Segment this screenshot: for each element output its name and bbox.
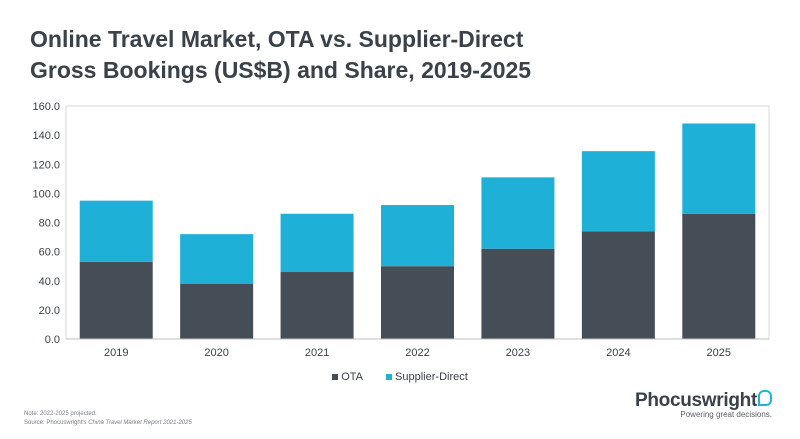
x-tick-label: 2022 [405, 347, 429, 359]
y-tick-label: 0.0 [45, 334, 60, 346]
legend-swatch-ota [332, 374, 339, 381]
y-tick-label: 60.0 [39, 247, 60, 259]
bar-supplier-direct [79, 200, 153, 262]
bar-ota [79, 261, 153, 339]
x-tick-label: 2025 [707, 347, 731, 359]
y-tick-label: 40.0 [39, 276, 60, 288]
bar-ota [481, 248, 555, 339]
bar-supplier-direct [581, 151, 655, 232]
bar-ota [280, 272, 354, 339]
bar-supplier-direct [280, 213, 354, 273]
bar-supplier-direct [180, 234, 254, 284]
bar-supplier-direct [381, 205, 454, 267]
y-tick-label: 100.0 [32, 188, 60, 200]
footnote-source-prefix: Source: Phocuswright's [24, 420, 89, 426]
chart-title: Online Travel Market, OTA vs. Supplier-D… [30, 24, 531, 86]
x-tick-label: 2020 [204, 347, 228, 359]
y-tick-label: 120.0 [32, 159, 60, 171]
bar-supplier-direct [481, 177, 555, 249]
y-tick-label: 160.0 [32, 101, 60, 113]
x-tick-label: 2019 [104, 347, 128, 359]
y-tick-label: 20.0 [39, 305, 60, 317]
legend-item-supplier-direct: Supplier-Direct [386, 371, 468, 383]
footnote-source: Source: Phocuswright's China Travel Mark… [24, 419, 192, 428]
brand-tagline: Powering great decisions. [680, 410, 772, 419]
bar-ota [581, 231, 655, 339]
bar-supplier-direct [682, 123, 756, 214]
legend-item-ota: OTA [332, 371, 363, 383]
bar-ota [381, 266, 454, 339]
footnote-note: Note: 2022-2025 projected. [24, 411, 97, 417]
chart-legend: OTA Supplier-Direct [0, 371, 800, 383]
legend-label-ota: OTA [341, 371, 363, 383]
brand-logo: Phocuswright Powering great decisions. [635, 390, 772, 419]
legend-swatch-supplier-direct [386, 374, 393, 381]
bar-ota [180, 283, 254, 339]
x-tick-label: 2024 [606, 347, 630, 359]
footnote: Note: 2022-2025 projected. Source: Phocu… [24, 410, 192, 428]
x-tick-label: 2021 [305, 347, 329, 359]
chart-title-line-1: Online Travel Market, OTA vs. Supplier-D… [30, 26, 524, 52]
brand-name: Phocuswright [634, 390, 757, 411]
speech-bubble-icon [758, 390, 772, 406]
legend-label-supplier-direct: Supplier-Direct [395, 371, 468, 383]
y-tick-label: 140.0 [32, 130, 60, 142]
y-tick-label: 80.0 [39, 218, 60, 230]
bar-ota [682, 213, 756, 339]
footnote-source-title: China Travel Market Report 2021-2025 [88, 420, 192, 426]
chart-title-line-2: Gross Bookings (US$B) and Share, 2019-20… [30, 57, 532, 83]
x-tick-label: 2023 [506, 347, 530, 359]
